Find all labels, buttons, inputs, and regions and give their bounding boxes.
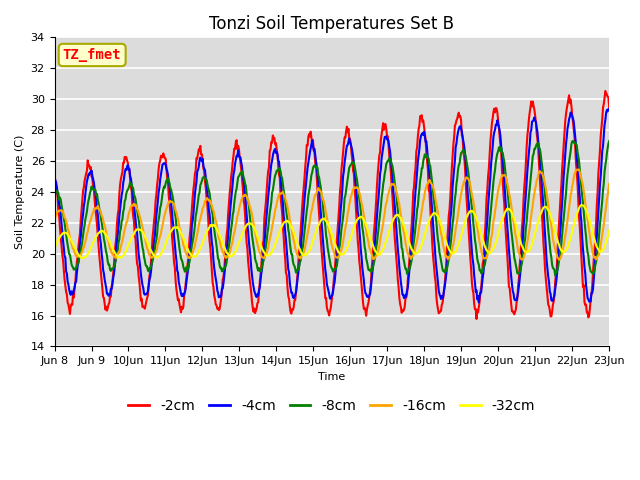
-4cm <box>415 146 423 152</box>
-32cm <box>175 226 182 231</box>
-4cm <box>51 175 58 181</box>
-32cm <box>605 227 613 233</box>
-4cm <box>204 188 211 193</box>
-32cm <box>577 202 585 208</box>
-8cm <box>204 180 211 186</box>
-2cm <box>473 316 481 322</box>
-16cm <box>399 227 407 233</box>
-16cm <box>605 181 613 187</box>
X-axis label: Time: Time <box>318 372 346 382</box>
-32cm <box>400 223 408 229</box>
-2cm <box>204 201 211 207</box>
-32cm <box>118 254 126 260</box>
-8cm <box>605 138 613 144</box>
Title: Tonzi Soil Temperatures Set B: Tonzi Soil Temperatures Set B <box>209 15 454 33</box>
-8cm <box>399 255 407 261</box>
Legend: -2cm, -4cm, -8cm, -16cm, -32cm: -2cm, -4cm, -8cm, -16cm, -32cm <box>123 394 541 419</box>
Y-axis label: Soil Temperature (C): Soil Temperature (C) <box>15 135 25 249</box>
-16cm <box>118 240 125 246</box>
-4cm <box>174 269 182 275</box>
Text: TZ_fmet: TZ_fmet <box>63 48 122 62</box>
-4cm <box>475 300 483 305</box>
-16cm <box>174 216 182 222</box>
-4cm <box>399 292 407 298</box>
Line: -8cm: -8cm <box>54 141 609 276</box>
-16cm <box>556 257 563 263</box>
-2cm <box>605 104 613 110</box>
-16cm <box>61 215 68 220</box>
-2cm <box>174 298 182 303</box>
-2cm <box>415 122 423 128</box>
Line: -2cm: -2cm <box>54 91 609 319</box>
-4cm <box>605 107 613 112</box>
-4cm <box>118 192 125 198</box>
Line: -16cm: -16cm <box>54 169 609 260</box>
-2cm <box>602 88 609 94</box>
Line: -4cm: -4cm <box>54 109 609 302</box>
-8cm <box>61 220 68 226</box>
-4cm <box>605 106 612 112</box>
-32cm <box>51 245 58 251</box>
-16cm <box>51 217 58 223</box>
-32cm <box>61 230 68 236</box>
-16cm <box>575 167 582 172</box>
-32cm <box>204 227 212 233</box>
-8cm <box>415 186 423 192</box>
-2cm <box>118 173 125 179</box>
-8cm <box>118 218 125 224</box>
-8cm <box>551 273 559 278</box>
-16cm <box>415 222 423 228</box>
-8cm <box>51 191 58 196</box>
-2cm <box>399 308 407 314</box>
-32cm <box>417 245 424 251</box>
-2cm <box>61 276 68 282</box>
Line: -32cm: -32cm <box>54 205 609 258</box>
-32cm <box>79 255 87 261</box>
-2cm <box>51 170 58 176</box>
-4cm <box>61 253 68 259</box>
-16cm <box>204 195 211 201</box>
-8cm <box>174 233 182 239</box>
-8cm <box>569 138 577 144</box>
